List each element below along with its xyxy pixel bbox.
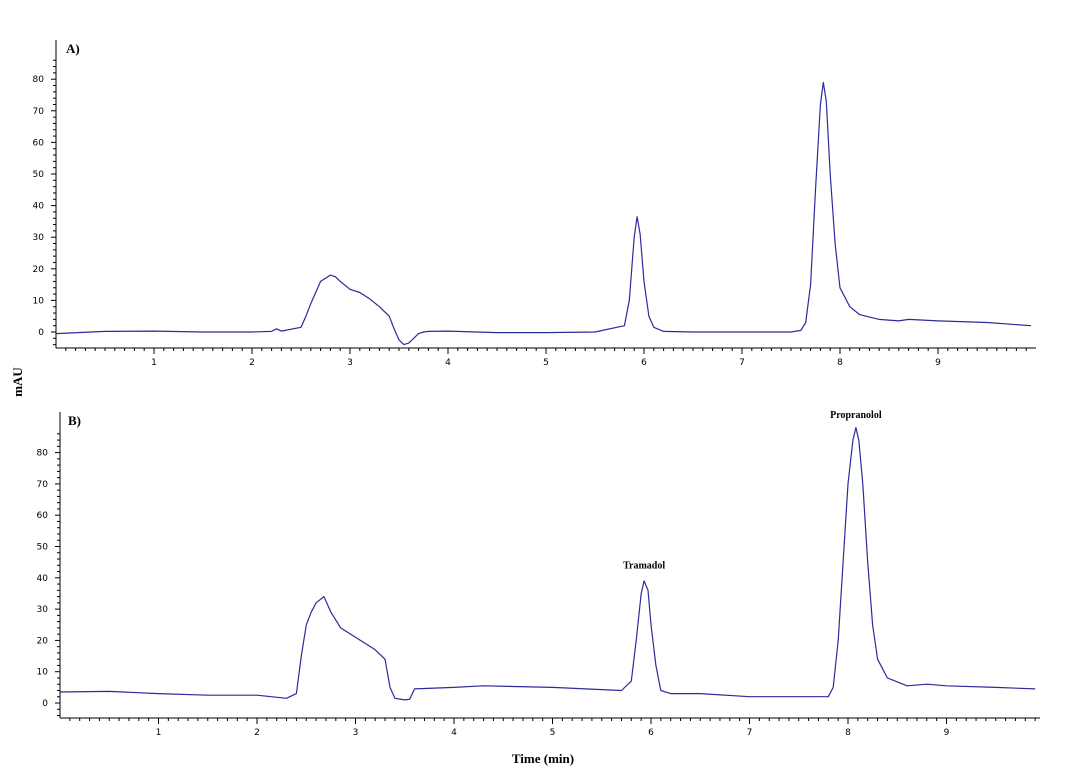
panel-a: A) 0 10 20 30 40 50 60 70 80 1 2 3 4 5 6 7 8 9	[33, 40, 1036, 368]
peak-label-propranolol: Propranolol	[830, 410, 882, 421]
panel-b-y-tick-label: 0	[42, 699, 48, 709]
panel-a-y-tick-label: 40	[33, 202, 45, 212]
panel-b-label: B)	[68, 413, 81, 428]
panel-a-x-tick-label: 2	[249, 358, 255, 368]
panel-b-x-tick-label: 7	[747, 728, 753, 738]
panel-a-x-tick-label: 7	[739, 358, 745, 368]
panel-a-x-tick-label: 6	[641, 358, 647, 368]
panel-b-trace	[59, 427, 1036, 701]
panel-b-y-tick-label: 80	[37, 449, 49, 459]
panel-a-y-tick-label: 10	[33, 296, 45, 306]
panel-b-y-tick-label: 10	[37, 668, 49, 678]
panel-a-x-tick-label: 1	[151, 358, 157, 368]
panel-a-x-tick-label: 4	[445, 358, 451, 368]
panel-a-x-tick-label: 3	[347, 358, 353, 368]
panel-a-x-tick-label: 5	[543, 358, 549, 368]
panel-a-y-tick-label: 60	[33, 138, 45, 148]
y-axis-label: mAU	[10, 367, 25, 397]
panel-b-y-tick-label: 30	[37, 605, 49, 615]
panel-b-y-tick-label: 20	[37, 636, 49, 646]
panel-b-x-tick-label: 8	[845, 728, 851, 738]
panel-b-y-tick-label: 70	[37, 480, 49, 490]
x-axis-label: Time (min)	[512, 751, 574, 766]
panel-b-x-tick-label: 6	[648, 728, 654, 738]
panel-a-y-tick-label: 70	[33, 107, 45, 117]
panel-a-label: A)	[66, 41, 80, 56]
peak-label-tramadol: Tramadol	[623, 560, 665, 571]
panel-a-y-tick-label: 0	[38, 328, 44, 338]
panel-a-y-tick-label: 20	[33, 265, 45, 275]
panel-b-x-tick-label: 3	[353, 728, 359, 738]
panel-a-plot: 0 10 20 30 40 50 60 70 80 1 2 3 4 5 6 7 8 9	[33, 40, 1036, 368]
panel-a-y-tick-label: 30	[33, 233, 45, 243]
panel-b-plot: 0 10 20 30 40 50 60 70 80 1 2 3 4 5 6 7 8 9 Tramadol Propra…	[37, 410, 1040, 738]
panel-a-y-tick-label: 50	[33, 170, 45, 180]
panel-b-y-tick-label: 40	[37, 574, 49, 584]
panel-b: B) 0 10 20 30 40 50 60 70 80 1 2 3 4 5 6 7 8 9 Tramadol Pro…	[37, 410, 1040, 738]
panel-b-x-tick-label: 2	[254, 728, 260, 738]
panel-b-x-tick-label: 4	[451, 728, 457, 738]
panel-b-y-tick-label: 50	[37, 543, 49, 553]
panel-b-x-tick-label: 5	[550, 728, 556, 738]
panel-b-x-tick-label: 9	[944, 728, 950, 738]
panel-a-trace	[55, 81, 1032, 346]
panel-b-x-tick-label: 1	[156, 728, 162, 738]
panel-a-x-tick-label: 9	[935, 358, 941, 368]
panel-b-y-tick-label: 60	[37, 511, 49, 521]
panel-a-y-tick-label: 80	[33, 75, 45, 85]
panel-a-x-tick-label: 8	[837, 358, 843, 368]
